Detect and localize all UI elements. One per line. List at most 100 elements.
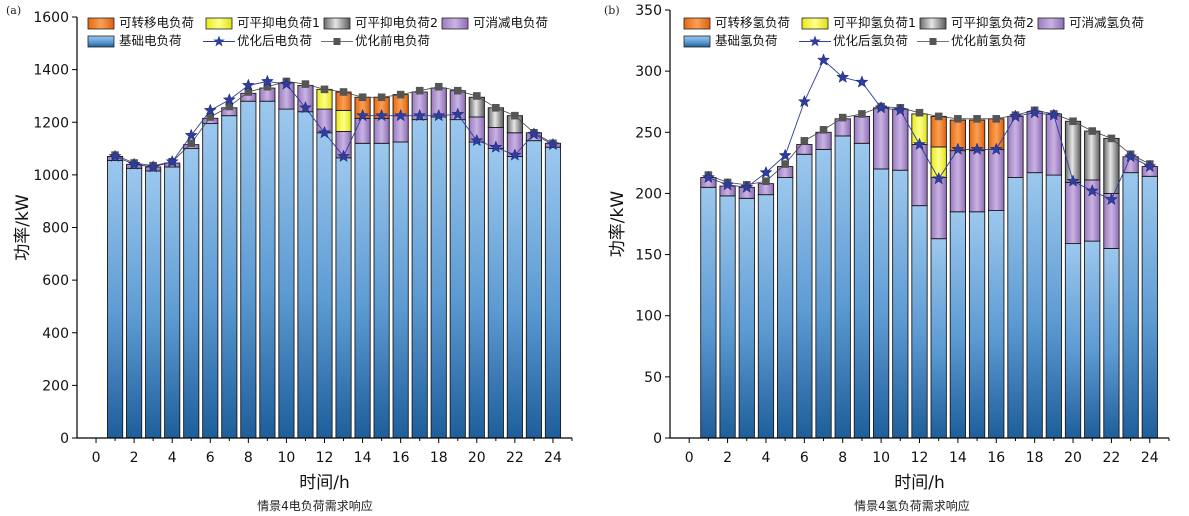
legend-label: 优化后氢负荷	[833, 33, 908, 48]
star-marker	[1047, 108, 1061, 121]
bar-segment	[815, 148, 832, 439]
bar-segment	[892, 108, 909, 171]
star-marker	[720, 177, 735, 191]
star-marker	[470, 133, 484, 147]
x-tick-label: 10	[278, 450, 296, 466]
star-marker	[951, 142, 965, 155]
y-tick-label: 1400	[33, 63, 69, 79]
bar-segment	[411, 119, 428, 439]
bar-segment	[525, 140, 542, 439]
bar-segment	[354, 142, 371, 439]
x-tick-label: 2	[723, 450, 732, 466]
bar-segment	[988, 148, 1005, 212]
star-marker	[874, 100, 888, 114]
square-marker	[244, 88, 253, 96]
legend-star-icon	[809, 35, 821, 47]
star-marker	[184, 128, 198, 141]
y-tick-label: 50	[644, 370, 662, 386]
x-tick-label: 24	[544, 450, 562, 466]
bar-segment	[240, 100, 257, 439]
star-marker	[759, 165, 773, 179]
square-marker	[858, 110, 866, 118]
bar-segment	[1045, 113, 1062, 176]
legend-star-icon	[213, 35, 225, 47]
bar-segment	[796, 144, 813, 155]
legend-swatch	[323, 17, 351, 30]
optimized-load-line	[708, 59, 1151, 201]
bar-segment	[373, 117, 390, 144]
star-marker	[432, 108, 446, 122]
star-marker	[336, 149, 351, 163]
square-marker	[800, 137, 809, 145]
bar-segment	[949, 150, 967, 213]
bar-segment	[107, 159, 124, 439]
square-marker	[320, 85, 329, 94]
star-marker	[146, 160, 160, 173]
bar-segment	[278, 108, 295, 439]
y-axis-title: 功率/kW	[608, 191, 628, 258]
star-marker	[260, 74, 274, 88]
star-marker	[970, 142, 984, 155]
y-tick-label: 600	[42, 273, 69, 289]
star-marker	[298, 100, 313, 114]
square-marker	[492, 103, 500, 112]
y-tick-label: 1600	[33, 10, 69, 26]
square-marker	[301, 80, 310, 88]
y-tick-label: 150	[635, 248, 662, 264]
square-marker	[838, 113, 847, 122]
square-marker	[396, 90, 405, 99]
x-tick-label: 18	[1026, 450, 1044, 466]
legend-label: 可平抑电负荷2	[355, 15, 438, 30]
bar-segment	[430, 116, 447, 439]
square-marker	[1107, 134, 1116, 143]
bar-segment	[968, 211, 986, 439]
x-tick-label: 10	[872, 450, 890, 466]
bar-segment	[719, 195, 736, 439]
legend-swatch	[919, 17, 947, 30]
legend-label: 可转移电负荷	[119, 15, 194, 30]
star-marker	[222, 92, 236, 106]
star-marker	[1143, 159, 1157, 173]
bar-segment	[1026, 172, 1043, 439]
bar-segment	[183, 148, 200, 439]
star-marker	[1124, 149, 1138, 163]
bar-segment	[930, 238, 947, 439]
x-axis-title: 时间/h	[299, 473, 350, 493]
star-marker	[797, 94, 811, 108]
bar-segment	[872, 107, 890, 170]
legend-square-icon	[929, 38, 937, 45]
star-marker	[932, 171, 946, 185]
original-load-line	[114, 81, 554, 167]
y-tick-label: 200	[635, 186, 662, 202]
bar-segment	[777, 177, 794, 439]
bar-segment	[1084, 130, 1101, 181]
bar-segment	[1064, 120, 1082, 183]
legend-label: 可平抑氢负荷1	[833, 15, 916, 30]
star-marker	[1066, 174, 1080, 187]
y-tick-label: 350	[635, 3, 662, 19]
bar-segment	[468, 96, 485, 118]
star-marker	[1104, 192, 1118, 206]
square-marker	[187, 139, 196, 148]
chart-caption: 情景4电负荷需求响应	[257, 498, 373, 513]
bar-segment	[1064, 181, 1082, 245]
bar-segment	[487, 148, 504, 439]
bar-segment	[221, 115, 238, 439]
bar-segment	[1045, 174, 1062, 439]
x-tick-label: 20	[468, 450, 486, 466]
y-tick-label: 800	[42, 221, 69, 237]
star-marker	[912, 137, 927, 151]
square-marker	[263, 82, 272, 91]
star-marker	[108, 149, 122, 163]
bar-segment	[164, 166, 181, 439]
y-tick-label: 300	[635, 64, 662, 80]
x-tick-label: 2	[130, 450, 139, 466]
bar-segment	[202, 123, 219, 439]
x-tick-label: 4	[168, 450, 177, 466]
bar-group	[700, 107, 1158, 439]
x-tick-label: 18	[430, 450, 448, 466]
star-marker	[1085, 184, 1099, 197]
